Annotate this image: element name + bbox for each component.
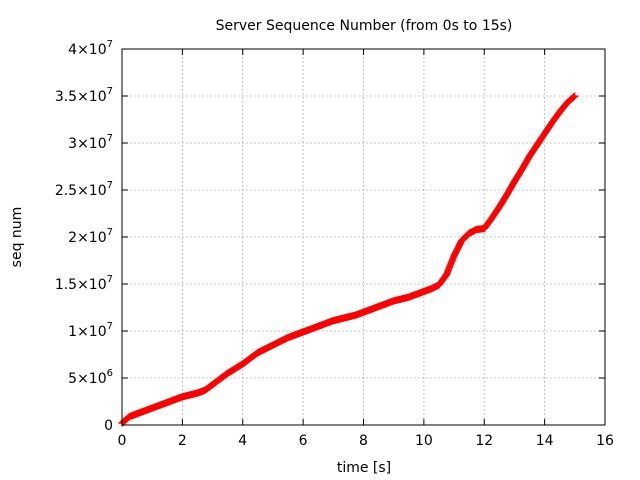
y-tick-labels: 0 5×106 1×107 1.5×107 2×107 2.5×107 3×107 3.5×1… bbox=[55, 39, 113, 434]
x-tick-label: 8 bbox=[359, 433, 368, 449]
x-tick-label: 6 bbox=[299, 433, 308, 449]
x-tick-labels: 0 2 4 6 8 10 12 14 16 bbox=[118, 433, 614, 449]
data-point bbox=[571, 92, 579, 100]
grid-lines bbox=[122, 49, 605, 425]
y-tick-label: 1.5×107 bbox=[55, 274, 113, 293]
x-tick-label: 12 bbox=[475, 433, 493, 449]
x-tick-label: 14 bbox=[536, 433, 554, 449]
y-tick-label: 0 bbox=[104, 418, 113, 434]
x-tick-label: 2 bbox=[178, 433, 187, 449]
y-tick-label: 4×107 bbox=[68, 39, 113, 58]
x-tick-label: 0 bbox=[118, 433, 127, 449]
data-points bbox=[118, 92, 579, 427]
chart-title: Server Sequence Number (from 0s to 15s) bbox=[216, 18, 513, 34]
y-tick-label: 3.5×107 bbox=[55, 86, 113, 105]
x-tick-label: 4 bbox=[238, 433, 247, 449]
y-tick-label: 2×107 bbox=[68, 227, 113, 246]
x-tick-label: 10 bbox=[415, 433, 433, 449]
y-axis-title: seq num bbox=[9, 207, 25, 268]
x-tick-label: 16 bbox=[596, 433, 614, 449]
axis-ticks bbox=[121, 48, 606, 426]
y-tick-label: 1×107 bbox=[68, 321, 113, 340]
y-tick-label: 2.5×107 bbox=[55, 180, 113, 199]
y-tick-label: 3×107 bbox=[68, 133, 113, 152]
y-tick-label: 5×106 bbox=[68, 368, 113, 387]
x-axis-title: time [s] bbox=[337, 460, 391, 476]
